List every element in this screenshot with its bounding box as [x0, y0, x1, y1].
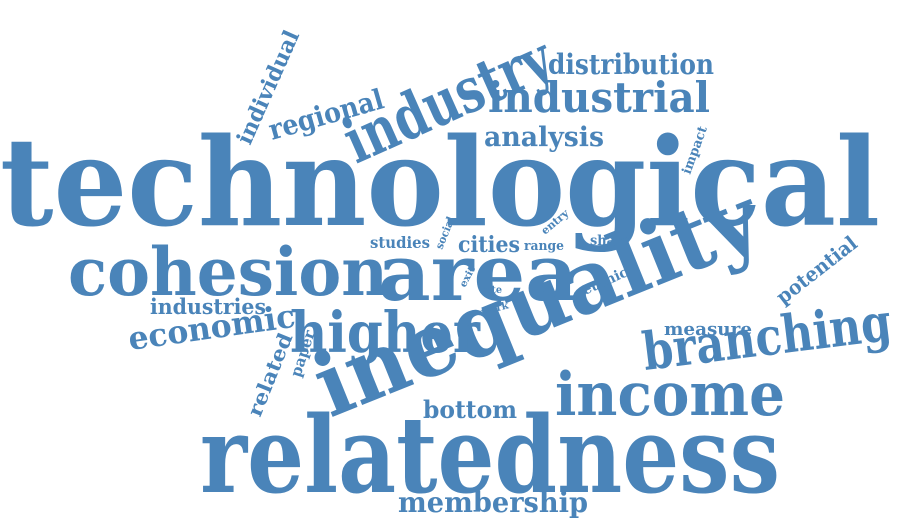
word-higher: higher	[290, 300, 481, 366]
word-share: share	[590, 233, 630, 249]
word-industries: industries	[150, 294, 266, 319]
word-distribution: distribution	[548, 48, 714, 81]
word-area: area	[378, 228, 578, 319]
word-technological: technological	[0, 110, 880, 254]
word-studies: studies	[370, 233, 430, 252]
word-industrial: industrial	[488, 73, 710, 122]
word-income: income	[555, 360, 785, 430]
word-membership: membership	[398, 486, 588, 519]
word-measure: measure	[664, 319, 752, 340]
word-relatedness: relatedness	[200, 392, 780, 517]
word-range: range	[524, 239, 564, 254]
word-cities: cities	[458, 232, 520, 258]
word-cohesion: cohesion	[68, 233, 388, 311]
word-analysis: analysis	[484, 122, 604, 153]
word-bottom: bottom	[423, 395, 517, 424]
word-rate: rate	[480, 285, 502, 296]
